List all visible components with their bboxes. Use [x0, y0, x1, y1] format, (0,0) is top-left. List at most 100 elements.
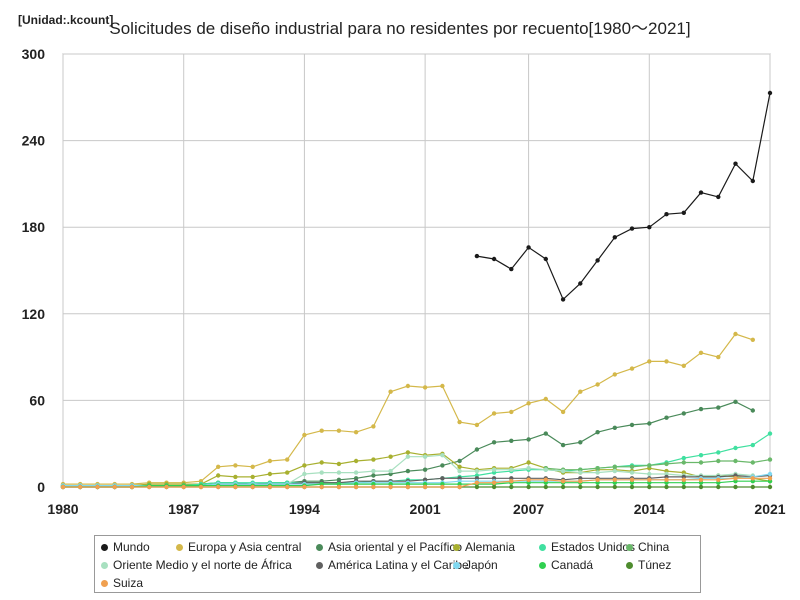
data-point — [629, 464, 635, 469]
series-line — [476, 92, 771, 301]
data-point — [560, 479, 566, 484]
data-point — [526, 484, 531, 490]
data-point — [491, 484, 497, 490]
legend-label: Estados Unidos — [551, 540, 636, 554]
data-point — [440, 383, 445, 389]
data-point — [285, 484, 290, 490]
data-point — [319, 484, 324, 490]
data-point — [336, 461, 342, 467]
data-point — [353, 430, 359, 435]
data-point — [233, 484, 238, 490]
data-point — [543, 396, 548, 402]
data-point — [474, 480, 480, 485]
x-tick-label: 2007 — [513, 501, 544, 517]
data-point — [543, 431, 548, 436]
data-point — [750, 337, 755, 342]
y-tick-label: 60 — [29, 392, 45, 408]
data-point — [405, 468, 411, 474]
legend: Mundo Europa y Asia central Asia orienta… — [94, 535, 701, 593]
data-point — [336, 484, 342, 490]
data-point — [216, 464, 221, 469]
data-point — [457, 458, 462, 464]
data-point — [457, 468, 462, 474]
data-point — [285, 457, 290, 462]
data-point — [629, 470, 635, 475]
data-point — [302, 471, 307, 477]
x-tick-label: 2021 — [754, 501, 785, 517]
data-point — [664, 415, 669, 420]
legend-marker-icon — [101, 579, 108, 587]
legend-item: Mundo — [101, 540, 176, 554]
data-point — [491, 256, 497, 262]
data-point — [302, 432, 307, 438]
data-point — [698, 477, 704, 482]
data-point — [440, 484, 445, 490]
data-point — [612, 235, 617, 240]
data-point — [612, 464, 617, 469]
data-point — [647, 484, 652, 490]
data-point — [647, 471, 652, 477]
data-point — [560, 297, 566, 302]
series-line — [545, 459, 771, 471]
grid — [62, 53, 771, 488]
data-point — [543, 467, 548, 472]
data-point — [647, 477, 652, 482]
data-point — [388, 454, 393, 459]
data-point — [612, 477, 617, 482]
legend-label: Túnez — [638, 558, 672, 572]
legend-label: China — [638, 540, 670, 554]
data-point — [664, 212, 669, 217]
data-point — [681, 210, 686, 215]
data-point — [767, 457, 773, 462]
data-point — [388, 389, 393, 394]
legend-label: Europa y Asia central — [188, 540, 302, 554]
data-point — [733, 476, 738, 481]
legend-label: Asia oriental y el Pacífico — [328, 540, 463, 554]
legend-label: América Latina y el Caribe — [328, 558, 469, 572]
data-point — [681, 411, 686, 416]
y-tick-label: 120 — [22, 306, 46, 322]
x-tick-label: 1980 — [47, 501, 78, 517]
legend-label: Japón — [465, 558, 498, 572]
data-point — [733, 458, 738, 464]
data-point — [319, 460, 324, 465]
data-point — [595, 382, 600, 387]
data-point — [440, 453, 445, 458]
x-tick-label: 1994 — [289, 501, 320, 517]
axes: 0 60 120 180 240 300 1980 1987 1994 2001 2007 2014 2… — [22, 46, 786, 517]
data-point — [595, 484, 600, 490]
data-point — [526, 477, 531, 482]
data-point — [216, 484, 221, 490]
data-point — [698, 406, 704, 412]
data-point — [302, 484, 307, 490]
data-point — [474, 253, 480, 259]
data-point — [578, 440, 583, 445]
data-point — [405, 454, 411, 459]
data-point — [543, 256, 548, 262]
data-point — [716, 354, 721, 360]
data-point — [371, 424, 376, 429]
data-point — [440, 476, 445, 481]
legend-marker-icon — [453, 543, 460, 551]
data-point — [216, 473, 221, 478]
data-point — [526, 460, 531, 465]
data-point — [733, 161, 738, 166]
data-point — [595, 466, 600, 471]
series-suiza — [60, 476, 773, 490]
data-point — [698, 350, 704, 355]
data-point — [440, 463, 445, 468]
data-point — [422, 454, 428, 459]
data-point — [285, 470, 290, 475]
data-point — [353, 470, 359, 475]
legend-item: Suiza — [101, 576, 176, 590]
data-point — [560, 409, 566, 415]
y-tick-label: 300 — [22, 46, 46, 62]
series-europa-y-asia-central — [60, 331, 755, 487]
data-point — [750, 178, 755, 184]
legend-item: Alemania — [453, 540, 539, 554]
data-point — [543, 484, 548, 490]
data-point — [388, 468, 393, 474]
data-point — [767, 90, 773, 96]
data-point — [526, 466, 531, 471]
data-point — [474, 422, 480, 428]
